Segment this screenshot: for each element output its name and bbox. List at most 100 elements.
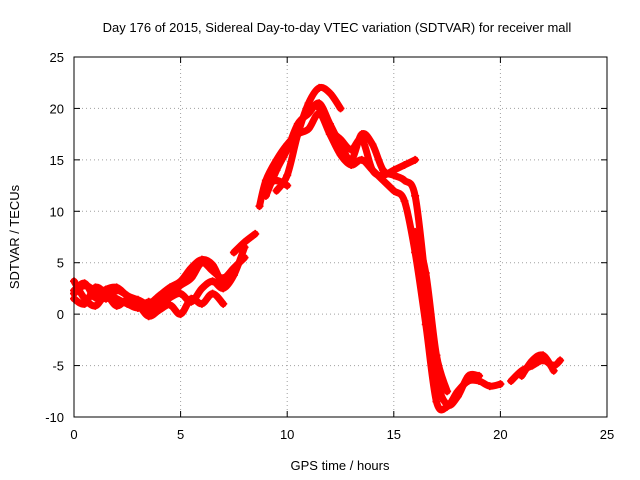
series-trace [262,99,483,409]
data-point-marker [304,125,313,133]
data-point-marker [283,145,292,154]
data-point-marker [315,83,324,92]
series-layer [70,83,565,414]
data-point-marker [272,176,281,185]
data-point-marker [144,299,153,308]
data-point-marker [91,283,100,292]
data-point-marker [80,294,89,303]
tick-layer: 0 5 10 15 20 25 -10 -5 0 5 10 15 20 25 [45,50,614,442]
data-point-marker [219,279,228,288]
data-point-marker [315,104,324,113]
data-point-marker [240,238,249,247]
data-point-marker [272,166,281,175]
data-point-marker [400,176,409,185]
series-track-5 [229,229,260,257]
data-point-marker [539,351,548,360]
data-point-marker [187,274,196,283]
grid-layer [74,57,607,417]
data-point-marker [464,371,473,380]
data-point-marker [283,181,292,190]
data-point-marker [155,306,164,315]
data-point-marker [197,255,206,264]
data-point-marker [411,191,420,200]
data-point-marker [347,145,356,154]
data-point-marker [261,181,270,190]
data-point-marker [165,300,174,309]
data-point-marker [368,166,377,175]
data-point-marker [556,356,565,365]
data-point-marker [347,155,356,164]
data-point-marker [357,135,366,144]
data-point-marker [379,171,388,180]
y-tick-label: 0 [57,307,64,322]
data-point-marker [208,260,217,269]
series-track-4 [70,255,238,308]
data-point-marker [507,377,516,385]
data-point-marker [475,371,484,380]
data-point-marker [229,269,238,277]
data-point-marker [432,397,441,406]
data-point-marker [432,351,441,360]
data-point-marker [208,277,217,286]
y-tick-label: 5 [57,256,64,271]
data-point-marker [197,284,206,293]
plot-frame [73,56,608,418]
data-point-marker [336,135,345,144]
data-point-marker [325,89,334,97]
data-point-marker [389,166,398,175]
data-point-marker [80,279,89,288]
data-point-marker [549,366,558,375]
data-point-marker [251,229,260,238]
y-tick-label: 15 [50,153,64,168]
x-tick-label: 15 [387,427,401,442]
data-point-marker [400,161,409,169]
series-track-13 [517,351,558,380]
y-tick-label: -10 [45,410,64,425]
data-point-marker [144,312,153,321]
x-tick-label: 25 [600,427,614,442]
data-point-marker [485,382,494,391]
data-point-marker [91,301,100,310]
y-axis-label: SDTVAR / TECUs [7,184,22,289]
y-tick-label: 25 [50,50,64,65]
data-point-marker [443,400,452,409]
data-point-marker [517,371,526,380]
data-point-marker [411,155,420,164]
data-point-marker [411,227,420,236]
data-point-marker [453,392,462,401]
x-tick-label: 5 [177,427,184,442]
x-tick-label: 0 [70,427,77,442]
series-track-11 [261,176,292,190]
data-point-marker [304,99,313,108]
data-point-marker [91,293,100,302]
data-point-marker [293,130,302,139]
data-point-marker [272,186,281,195]
data-point-marker [176,310,185,319]
data-point-marker [443,387,452,396]
data-point-marker [368,140,377,149]
data-point-marker [357,155,366,164]
series-trace [315,104,419,179]
data-point-marker [133,295,142,304]
data-point-marker [176,277,185,286]
series-track-8 [272,83,345,195]
data-point-marker [155,291,164,300]
y-tick-label: 10 [50,204,64,219]
data-point-marker [165,283,174,292]
series-track-9 [315,104,420,180]
x-tick-label: 10 [280,427,294,442]
data-point-marker [101,285,110,294]
data-point-marker [229,248,238,257]
data-point-marker [325,125,334,133]
data-point-marker [197,299,206,308]
series-trace [518,351,558,380]
data-point-marker [283,171,292,180]
series-trace [70,256,238,308]
data-point-marker [421,269,430,277]
x-tick-label: 20 [493,427,507,442]
series-track-10 [411,227,452,396]
data-point-marker [176,289,185,298]
data-point-marker [389,186,398,195]
data-point-marker [187,263,196,272]
data-point-marker [336,104,345,113]
